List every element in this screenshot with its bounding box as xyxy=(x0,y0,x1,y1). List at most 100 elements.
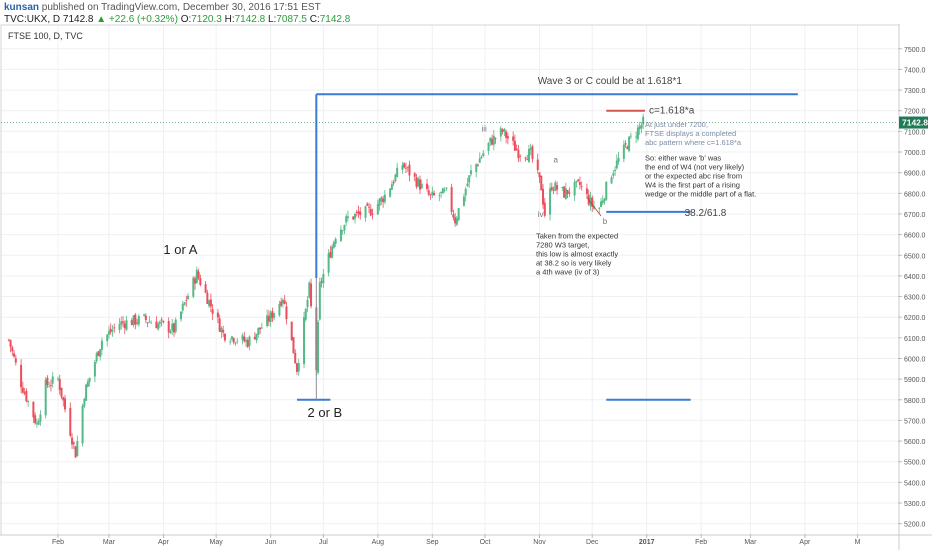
price-tick-label: 5600.0 xyxy=(904,439,926,446)
publish-info: published on TradingView.com, December 3… xyxy=(41,2,321,13)
candle-body xyxy=(174,319,177,332)
candle-body xyxy=(494,138,497,139)
candlestick-series xyxy=(7,113,645,458)
candle-body xyxy=(417,178,420,187)
time-tick-label: Feb xyxy=(695,539,707,546)
wave-b-marker xyxy=(586,197,602,217)
candle-body xyxy=(578,182,581,185)
candle-body xyxy=(283,300,286,304)
candle-body xyxy=(542,188,545,205)
candle-body xyxy=(408,164,411,176)
candle-body xyxy=(86,381,89,387)
candle-body xyxy=(339,229,342,242)
candle-body xyxy=(441,188,444,194)
time-tick-label: May xyxy=(210,539,224,546)
candle-body xyxy=(368,206,371,208)
price-tick-label: 7500.0 xyxy=(904,47,926,54)
price-tick-label: 5900.0 xyxy=(904,377,926,384)
candle-body xyxy=(515,148,518,151)
note1-line: FTSE displays a completed xyxy=(645,129,736,138)
candle-body xyxy=(285,306,288,320)
candle-body xyxy=(306,299,309,308)
candle-body xyxy=(58,379,61,391)
candle-body xyxy=(187,295,190,300)
candle-body xyxy=(383,194,386,203)
drawn-levels[interactable] xyxy=(296,93,798,401)
candle-body xyxy=(234,342,237,344)
candle-body xyxy=(88,377,91,382)
close-value: 7142.8 xyxy=(319,14,351,25)
wave3-level-label: Wave 3 or C could be at 1.618*1 xyxy=(538,76,683,87)
candle-body xyxy=(561,187,564,189)
candle-body xyxy=(480,156,483,159)
candle-body xyxy=(132,315,135,325)
candle-body xyxy=(278,303,281,316)
candle-body xyxy=(345,216,348,223)
candle-body xyxy=(160,319,163,321)
candle-body xyxy=(25,390,28,402)
candle-body xyxy=(415,177,418,187)
author-name[interactable]: kunsan xyxy=(4,2,40,13)
candle-body xyxy=(491,138,494,145)
candle-body xyxy=(99,349,102,357)
candle-body xyxy=(150,322,153,324)
candle-body xyxy=(241,335,244,340)
candle-body xyxy=(404,167,407,169)
candle-body xyxy=(556,185,559,190)
candle-body xyxy=(482,153,485,156)
candle-body xyxy=(211,309,214,314)
candle-body xyxy=(629,135,632,137)
last-price-tag-text: 7142.8 xyxy=(902,118,928,128)
candle-body xyxy=(382,198,385,203)
candle-body xyxy=(107,331,110,335)
candle-body xyxy=(266,315,269,327)
candle-body xyxy=(72,442,75,445)
candle-body xyxy=(341,230,344,232)
candle-body xyxy=(513,140,516,151)
price-change: +22.6 (+0.32%) xyxy=(108,14,178,25)
candle-body xyxy=(243,336,246,342)
open-value: 7120.3 xyxy=(191,14,222,25)
wave-a-label: a xyxy=(554,155,559,164)
candle-body xyxy=(273,313,276,318)
candle-body xyxy=(440,191,443,194)
candle-body xyxy=(566,189,569,195)
candle-body xyxy=(32,401,35,418)
candle-body xyxy=(220,328,223,333)
candle-body xyxy=(76,441,79,456)
candle-body xyxy=(394,174,397,182)
candle-body xyxy=(169,331,172,334)
candle-body xyxy=(137,316,140,325)
price-chart[interactable]: 5200.0 5300.0 5400.0 5500.0 5600.0 5700.0 5800… xyxy=(0,24,932,550)
candle-body xyxy=(622,144,625,159)
time-axis[interactable]: Feb Mar Apr May Jun Jul Aug Sep Oct Nov Dec 2017 Feb… xyxy=(52,534,861,546)
candle-body xyxy=(253,336,256,340)
candle-body xyxy=(27,401,30,402)
candle-body xyxy=(478,158,481,163)
price-axis[interactable]: 5200.0 5300.0 5400.0 5500.0 5600.0 5700.0 5800… xyxy=(898,47,926,529)
note3-line: 7280 W3 target, xyxy=(536,241,589,250)
candle-body xyxy=(81,405,84,444)
candle-body xyxy=(34,415,37,424)
candle-body xyxy=(640,125,643,129)
candle-body xyxy=(591,197,594,207)
candle-body xyxy=(443,190,446,191)
candle-body xyxy=(512,136,515,141)
candle-body xyxy=(162,320,165,323)
price-tick-label: 5300.0 xyxy=(904,501,926,508)
note2-line: the end of W4 (not very likely) xyxy=(645,162,745,171)
candle-body xyxy=(229,341,232,343)
candle-body xyxy=(526,159,529,161)
price-tick-label: 6200.0 xyxy=(904,315,926,322)
candle-body xyxy=(93,361,96,377)
candle-body xyxy=(489,137,492,143)
candle-body xyxy=(60,387,63,397)
candle-body xyxy=(204,284,207,293)
last-price: 7142.8 xyxy=(62,14,94,25)
candle-body xyxy=(199,278,202,286)
candle-body xyxy=(232,338,235,343)
candle-body xyxy=(431,191,434,196)
candle-body xyxy=(433,192,436,196)
time-tick-label: 2017 xyxy=(639,539,655,546)
candle-body xyxy=(37,421,40,425)
